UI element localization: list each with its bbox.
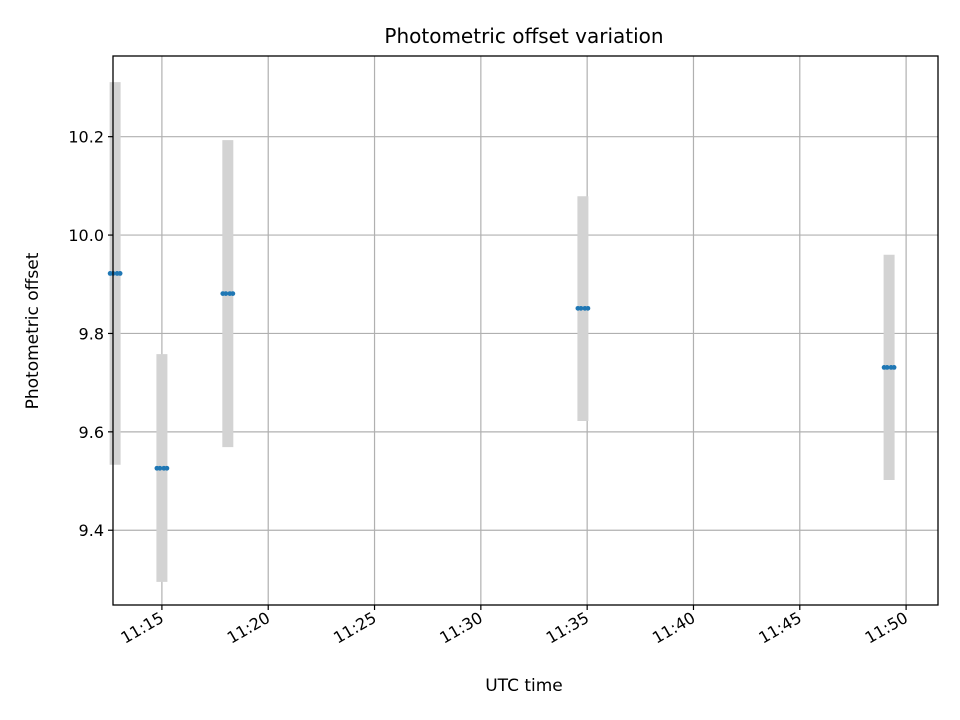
data-point [585, 305, 591, 311]
y-tick-label: 9.8 [79, 324, 104, 343]
plot-area-frame [112, 55, 939, 606]
data-point [223, 291, 229, 297]
data-point [891, 364, 897, 370]
data-point [164, 465, 170, 471]
y-axis-ticks: 9.4 9.6 9.8 10.0 10.2 [68, 128, 113, 540]
y-axis-label: Photometric offset [23, 252, 43, 409]
data-point [157, 465, 163, 471]
data-point [230, 291, 236, 297]
data-point [117, 271, 123, 276]
data-point [578, 305, 584, 311]
y-tick-label: 10.2 [68, 128, 104, 147]
data-points [107, 271, 897, 471]
x-axis-label: UTC time [485, 676, 563, 696]
y-tick-label: 10.0 [68, 226, 104, 245]
data-point [884, 364, 890, 370]
y-tick-label: 9.4 [79, 521, 104, 540]
y-tick-label: 9.6 [79, 423, 104, 442]
chart-title: Photometric offset variation [384, 24, 663, 48]
